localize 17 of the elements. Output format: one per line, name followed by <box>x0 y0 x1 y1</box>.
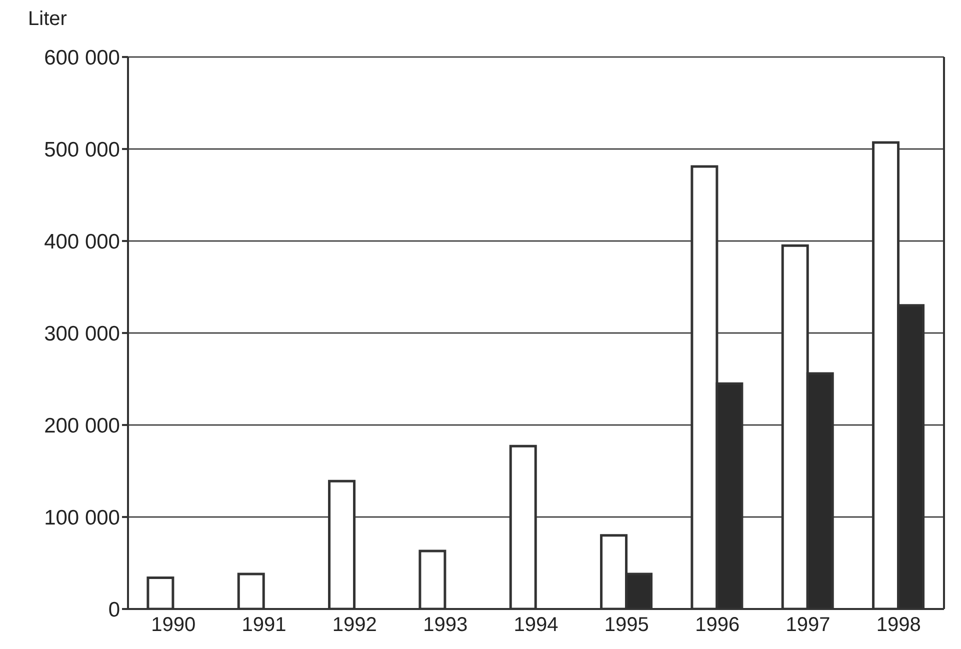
x-tick-label: 1996 <box>695 614 740 636</box>
y-tick-label: 0 <box>108 598 120 622</box>
y-tick-label: 100 000 <box>44 506 120 530</box>
x-tick-label: 1993 <box>423 614 468 636</box>
x-tick-label: 1995 <box>604 614 649 636</box>
x-tick-label: 1990 <box>151 614 196 636</box>
y-axis-title: Liter <box>28 8 67 31</box>
x-tick-label: 1991 <box>242 614 286 636</box>
y-tick-label: 600 000 <box>44 46 120 70</box>
x-tick-label: 1997 <box>786 614 830 636</box>
x-tick-label: 1994 <box>514 614 558 636</box>
y-tick-label: 400 000 <box>44 230 120 254</box>
y-tick-label: 300 000 <box>44 322 120 346</box>
y-tick-label: 200 000 <box>44 414 120 438</box>
y-tick-label: 500 000 <box>44 138 120 162</box>
x-tick-label: 1998 <box>876 614 921 636</box>
x-tick-label: 1992 <box>332 614 377 636</box>
